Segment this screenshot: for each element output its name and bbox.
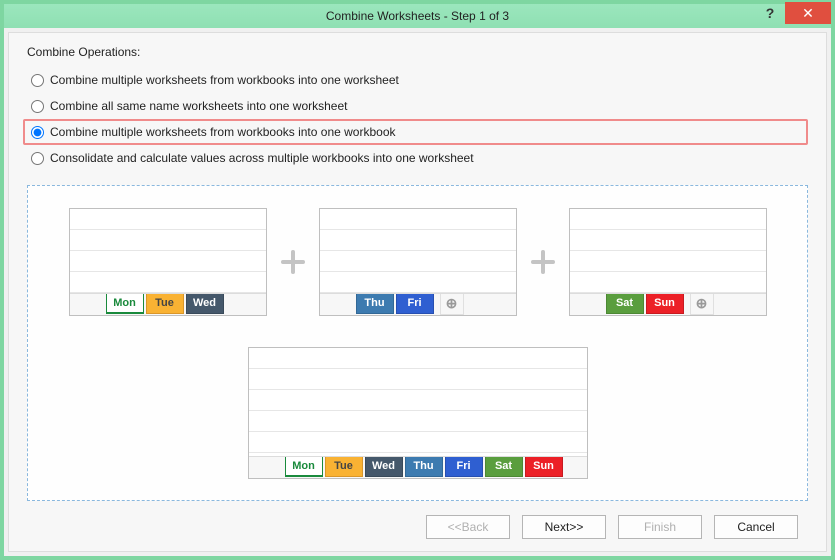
radio-option[interactable]: Combine all same name worksheets into on… [27, 93, 808, 119]
preview-top-row: MonTueWed ThuFri ⊕ SatSun ⊕ [69, 208, 767, 316]
tabstrip: MonTueWed [70, 293, 266, 315]
radio-label: Combine multiple worksheets from workboo… [50, 125, 396, 139]
radio-label: Combine all same name worksheets into on… [50, 99, 347, 113]
button-row: <<Back Next>> Finish Cancel [27, 507, 808, 541]
next-button[interactable]: Next>> [522, 515, 606, 539]
worksheet-preview: MonTueWedThuFriSatSun [248, 347, 588, 479]
tabstrip: MonTueWedThuFriSatSun [249, 456, 587, 478]
radio-input[interactable] [31, 74, 44, 87]
radio-label: Combine multiple worksheets from workboo… [50, 73, 399, 87]
sheet-tab: Fri [445, 457, 483, 477]
sheet-tab: Sun [646, 294, 684, 314]
tabstrip: ThuFri ⊕ [320, 293, 516, 315]
grid [320, 209, 516, 293]
tabstrip: SatSun ⊕ [570, 293, 766, 315]
sheet-tab: Sat [485, 457, 523, 477]
window-controls: ? ✕ [755, 2, 831, 24]
radio-input[interactable] [31, 152, 44, 165]
titlebar: Combine Worksheets - Step 1 of 3 ? ✕ [4, 4, 831, 28]
grid [70, 209, 266, 293]
sheet-tab: Tue [325, 457, 363, 477]
radio-group: Combine multiple worksheets from workboo… [27, 67, 808, 171]
plus-icon [279, 248, 307, 276]
equals-icon [404, 320, 432, 343]
sheet-tab: Mon [285, 457, 323, 477]
close-button[interactable]: ✕ [785, 2, 831, 24]
sheet-tab: Tue [146, 294, 184, 314]
worksheet-preview: SatSun ⊕ [569, 208, 767, 316]
grid [570, 209, 766, 293]
worksheet-preview: ThuFri ⊕ [319, 208, 517, 316]
dialog-content: Combine Operations: Combine multiple wor… [8, 32, 827, 552]
sheet-tab: Fri [396, 294, 434, 314]
dialog-window: Combine Worksheets - Step 1 of 3 ? ✕ Com… [0, 0, 835, 560]
radio-input[interactable] [31, 100, 44, 113]
sheet-tab: Sun [525, 457, 563, 477]
finish-button[interactable]: Finish [618, 515, 702, 539]
add-sheet-icon: ⊕ [690, 294, 714, 315]
radio-input[interactable] [31, 126, 44, 139]
worksheet-preview: MonTueWed [69, 208, 267, 316]
grid [249, 348, 587, 456]
section-label: Combine Operations: [27, 45, 808, 59]
preview-area: MonTueWedThuFri⊕SatSun⊕ MonTueWedThuFriS… [27, 185, 808, 501]
preview-result: MonTueWedThuFriSatSun [248, 347, 588, 479]
sheet-tab: Mon [106, 294, 144, 314]
sheet-tab: Thu [405, 457, 443, 477]
add-sheet-icon: ⊕ [440, 294, 464, 315]
sheet-tab: Thu [356, 294, 394, 314]
cancel-button[interactable]: Cancel [714, 515, 798, 539]
sheet-tab: Sat [606, 294, 644, 314]
radio-label: Consolidate and calculate values across … [50, 151, 474, 165]
back-button[interactable]: <<Back [426, 515, 510, 539]
plus-icon [529, 248, 557, 276]
radio-option[interactable]: Consolidate and calculate values across … [27, 145, 808, 171]
window-title: Combine Worksheets - Step 1 of 3 [4, 9, 831, 23]
help-button[interactable]: ? [755, 2, 785, 24]
sheet-tab: Wed [365, 457, 403, 477]
radio-option[interactable]: Combine multiple worksheets from workboo… [23, 119, 808, 145]
sheet-tab: Wed [186, 294, 224, 314]
radio-option[interactable]: Combine multiple worksheets from workboo… [27, 67, 808, 93]
